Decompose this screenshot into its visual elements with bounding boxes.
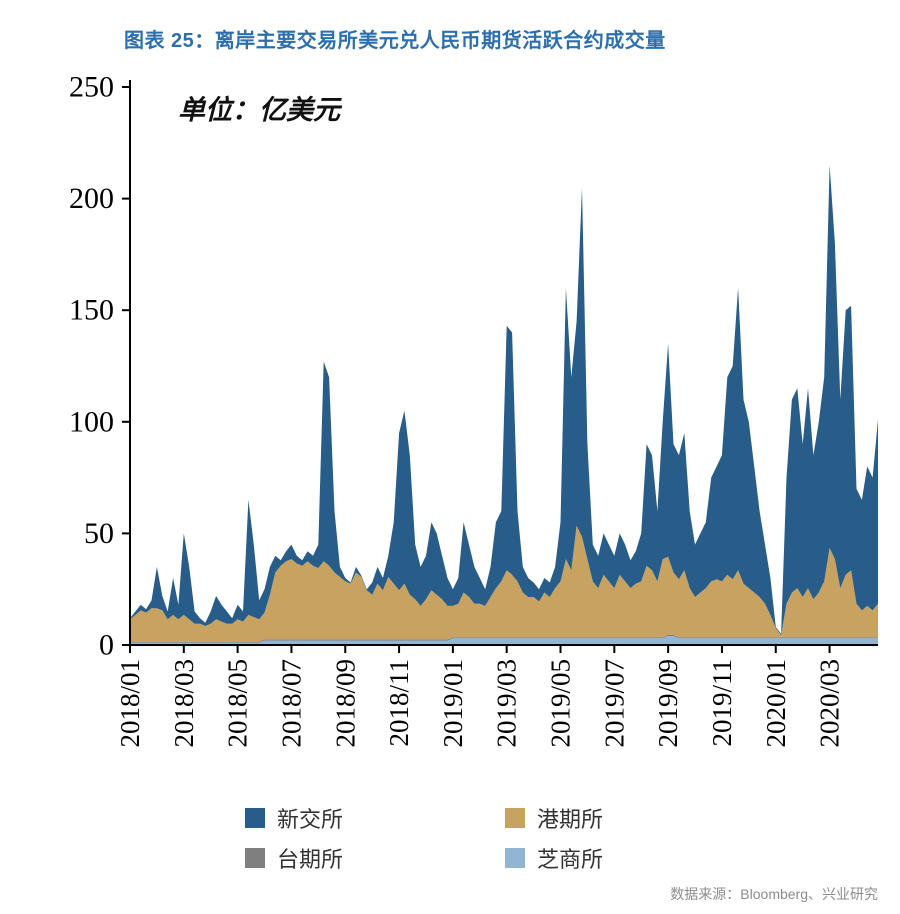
x-tick-label: 2019/01 (438, 659, 468, 748)
legend-swatch-hkex (505, 808, 525, 828)
legend-swatch-taifex (245, 848, 265, 868)
x-tick-label: 2019/05 (546, 659, 576, 748)
legend-label-hkex: 港期所 (537, 807, 604, 832)
unit-label: 单位：亿美元 (178, 95, 340, 125)
legend-label-sgx: 新交所 (277, 807, 344, 832)
y-tick-label: 100 (69, 405, 114, 438)
y-tick-label: 250 (69, 71, 114, 104)
legend-item-hkex: 港期所 (505, 802, 765, 834)
area-series-sgx (130, 165, 878, 635)
figure-title: 图表 25：离岸主要交易所美元兑人民币期货活跃合约成交量 (124, 30, 666, 52)
area-series-taifex (130, 635, 878, 643)
y-tick-label: 0 (99, 629, 114, 662)
area-series-cme (130, 636, 878, 645)
x-tick-label: 2018/09 (330, 659, 360, 748)
x-tick-label: 2018/01 (115, 659, 145, 748)
legend-item-cme: 芝商所 (505, 842, 765, 874)
x-tick-label: 2018/07 (276, 659, 306, 748)
chart-area: 0 50 100 150 200 250 2018/01 2018/03 2018/05 2018… (0, 60, 900, 800)
legend-label-taifex: 台期所 (277, 847, 344, 872)
y-tick-label: 50 (84, 517, 114, 550)
data-source-note: 数据来源：Bloomberg、兴业研究 (670, 886, 878, 902)
x-tick-label: 2019/07 (599, 659, 629, 748)
x-tick-label: 2019/11 (707, 659, 737, 747)
x-tick-label: 2018/05 (223, 659, 253, 748)
x-tick-label: 2020/03 (815, 659, 845, 748)
legend-swatch-cme (505, 848, 525, 868)
chart-svg: 0 50 100 150 200 250 2018/01 2018/03 2018/05 2018… (69, 71, 878, 748)
x-tick-label: 2020/01 (761, 659, 791, 748)
x-tick-label: 2018/11 (384, 659, 414, 747)
legend-label-cme: 芝商所 (537, 847, 604, 872)
x-tick-label: 2019/03 (492, 659, 522, 748)
y-tick-label: 200 (69, 182, 114, 215)
legend-item-sgx: 新交所 (245, 802, 505, 834)
legend: 新交所 港期所 台期所 芝商所 (245, 802, 765, 874)
area-series-hkex (130, 525, 878, 642)
legend-item-taifex: 台期所 (245, 842, 505, 874)
x-tick-label: 2018/03 (169, 659, 199, 748)
y-tick-label: 150 (69, 294, 114, 327)
legend-swatch-sgx (245, 808, 265, 828)
x-tick-label: 2019/09 (653, 659, 683, 748)
